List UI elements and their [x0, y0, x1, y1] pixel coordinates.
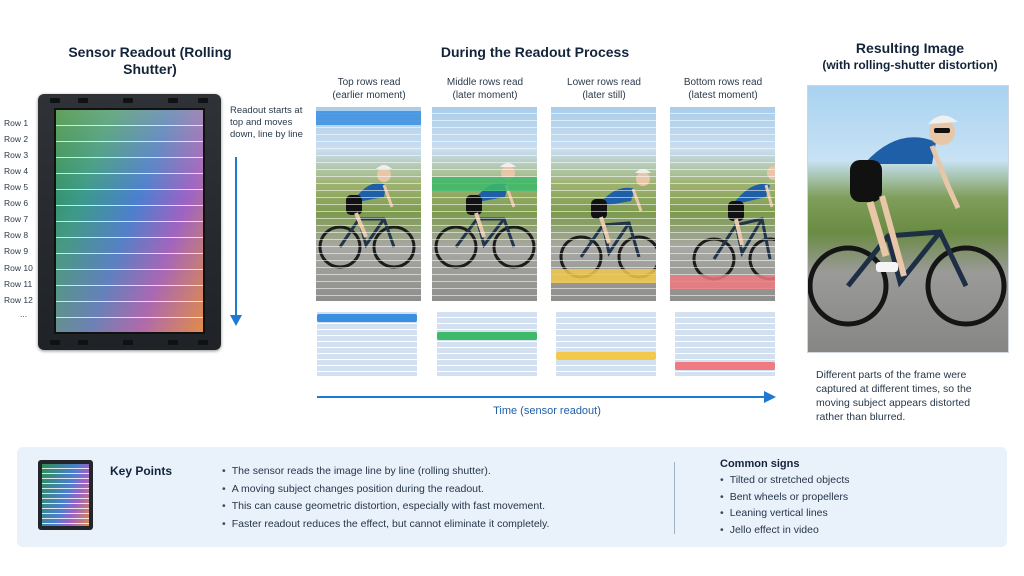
row-label: Row 10 [4, 263, 33, 273]
list-item: Bent wheels or propellers [720, 490, 970, 507]
frame-caption-3: Lower rows read (later still) [545, 76, 663, 102]
process-title: During the Readout Process [440, 44, 630, 60]
row-label: Row 11 [4, 279, 33, 289]
caption-line: Bottom rows read [683, 77, 763, 88]
result-description: Different parts of the frame were captur… [816, 369, 972, 423]
time-arrow-head [764, 391, 776, 403]
readout-arrow-head [230, 315, 242, 326]
sensor-pixel-array [54, 108, 205, 334]
read-band [670, 275, 775, 289]
row-label: Row 4 [4, 166, 29, 176]
readout-note: Readout starts at top and moves down, li… [230, 105, 303, 140]
sensor-title: Sensor Readout (Rolling Shutter) [68, 44, 232, 77]
time-arrow [317, 396, 765, 398]
row-label: Row 7 [4, 214, 29, 224]
readout-frame-2 [432, 107, 537, 301]
readout-frame-4 [670, 107, 775, 301]
result-image [807, 85, 1009, 353]
readout-strip-3 [556, 312, 656, 376]
row-label: Row 5 [4, 182, 29, 192]
caption-line: Lower rows read [567, 77, 641, 88]
result-subtitle: (with rolling-shutter distortion) [822, 58, 998, 72]
readout-strip-1 [317, 312, 417, 376]
frame-caption-2: Middle rows read (later moment) [426, 76, 544, 102]
common-signs-title: Common signs [720, 458, 800, 470]
frame-caption-4: Bottom rows read (latest moment) [664, 76, 782, 102]
row-label: Row 3 [4, 150, 29, 160]
row-label: Row 6 [4, 198, 29, 208]
row-label: Row 1 [4, 118, 29, 128]
list-item: The sensor reads the image line by line … [222, 464, 672, 482]
row-label: Row 9 [4, 246, 29, 256]
list-item: Tilted or stretched objects [720, 473, 970, 490]
common-signs-list: Tilted or stretched objects Bent wheels … [720, 473, 970, 539]
key-points-title: Key Points [110, 464, 173, 478]
caption-line: (later still) [582, 90, 626, 101]
list-item: Leaning vertical lines [720, 506, 970, 523]
strip-band [675, 362, 775, 370]
key-points-list: The sensor reads the image line by line … [222, 464, 672, 534]
row-label: Row 12 [4, 295, 33, 305]
strip-band [437, 332, 537, 340]
time-label: Time (sensor readout) [493, 405, 601, 417]
readout-strip-2 [437, 312, 537, 376]
sensor-thumbnail [38, 460, 93, 530]
list-item: Faster readout reduces the effect, but c… [222, 517, 672, 535]
readout-direction-arrow [235, 157, 237, 317]
list-item: A moving subject changes position during… [222, 482, 672, 500]
strip-band [556, 352, 656, 360]
read-band [432, 177, 537, 191]
frame-caption-1: Top rows read (earlier moment) [310, 76, 428, 102]
row-label: Row 2 [4, 134, 29, 144]
caption-line: (earlier moment) [332, 90, 406, 101]
read-band [316, 111, 421, 125]
list-item: Jello effect in video [720, 523, 970, 540]
caption-line: Middle rows read [446, 77, 524, 88]
caption-line: (latest moment) [688, 90, 758, 101]
readout-strip-4 [675, 312, 775, 376]
list-item: This can cause geometric distortion, esp… [222, 499, 672, 517]
strip-band [317, 314, 417, 322]
cyclist-illustration [808, 115, 1007, 327]
read-band [551, 269, 656, 283]
row-label: ... [20, 309, 28, 319]
panel-divider [674, 462, 675, 534]
row-label: Row 8 [4, 230, 29, 240]
readout-frame-3 [551, 107, 656, 301]
result-title-line: Resulting Image [855, 40, 965, 56]
caption-line: (later moment) [452, 90, 518, 101]
caption-line: Top rows read [337, 77, 401, 88]
readout-frame-1 [316, 107, 421, 301]
result-title: Resulting Image (with rolling-shutter di… [800, 40, 1020, 74]
